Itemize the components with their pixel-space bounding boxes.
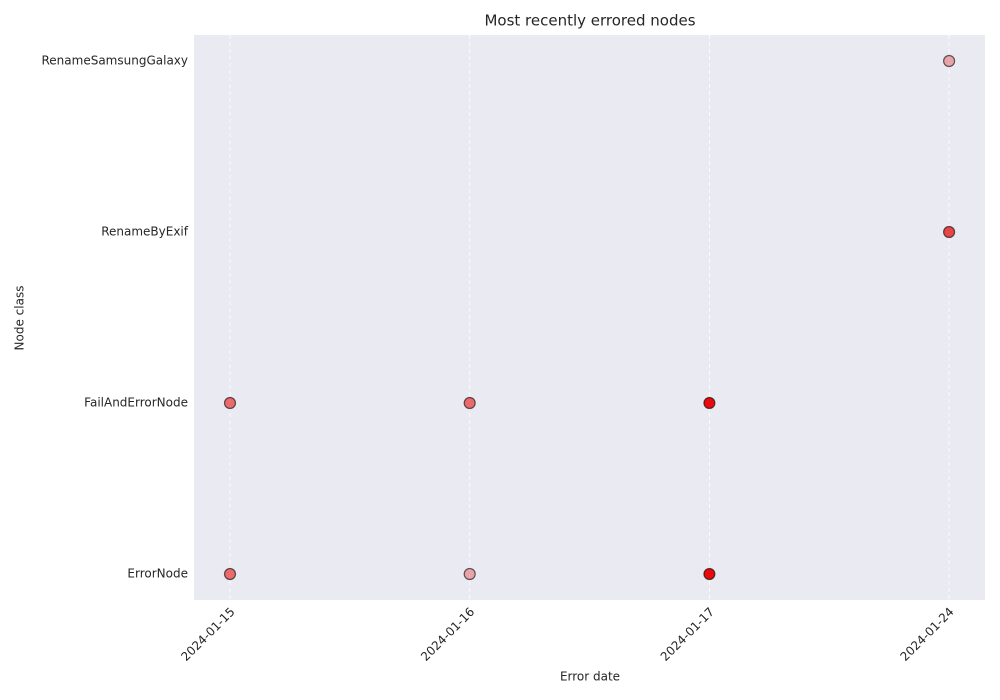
y-tick-label: FailAndErrorNode xyxy=(84,396,188,410)
point xyxy=(942,54,956,68)
point xyxy=(223,396,237,410)
x-tick-label: 2024-01-15 xyxy=(178,605,237,664)
x-axis-label: Error date xyxy=(560,670,620,684)
x-tick-label: 2024-01-17 xyxy=(658,605,717,664)
point xyxy=(703,396,716,410)
point xyxy=(942,225,956,239)
point xyxy=(223,567,237,581)
plot-area xyxy=(194,35,985,600)
y-tick-label: RenameSamsungGalaxy xyxy=(42,54,189,68)
point xyxy=(463,567,476,581)
point xyxy=(703,567,716,581)
point xyxy=(463,396,476,410)
y-tick-label: RenameByExif xyxy=(101,225,189,239)
chart-title: Most recently errored nodes xyxy=(484,12,695,30)
y-axis-label: Node class xyxy=(13,286,27,351)
y-tick-label: ErrorNode xyxy=(127,567,188,581)
x-tick-label: 2024-01-16 xyxy=(418,605,477,664)
x-tick-label: 2024-01-24 xyxy=(897,605,956,664)
